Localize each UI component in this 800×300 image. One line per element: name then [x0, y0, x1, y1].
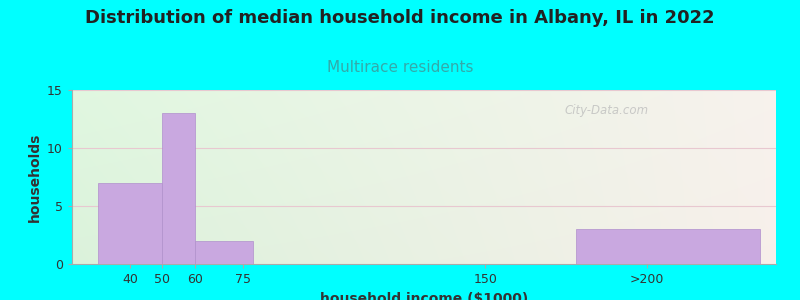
- Bar: [576, 229, 760, 264]
- X-axis label: household income ($1000): household income ($1000): [320, 292, 528, 300]
- Text: Multirace residents: Multirace residents: [326, 60, 474, 75]
- Bar: [98, 183, 162, 264]
- Y-axis label: households: households: [27, 132, 42, 222]
- Bar: [194, 241, 253, 264]
- Bar: [162, 113, 194, 264]
- Text: Distribution of median household income in Albany, IL in 2022: Distribution of median household income …: [85, 9, 715, 27]
- Text: City-Data.com: City-Data.com: [565, 104, 649, 117]
